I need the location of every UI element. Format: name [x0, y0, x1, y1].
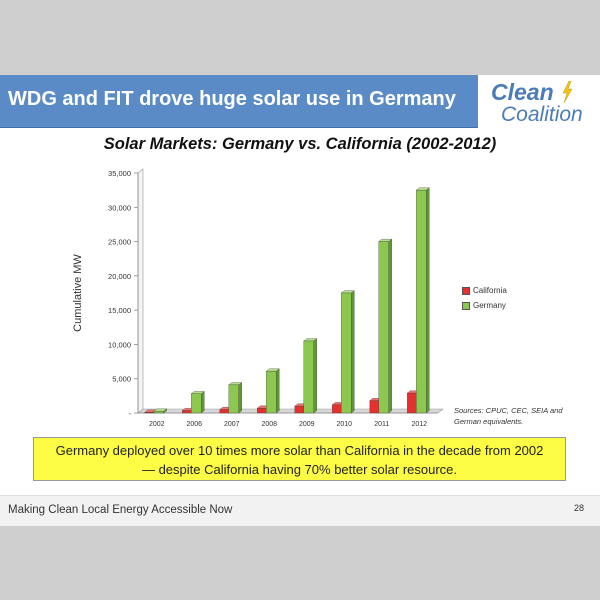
footer: Making Clean Local Energy Accessible Now… [0, 495, 600, 526]
x-tick-label: 2007 [224, 421, 240, 428]
legend-label-california: California [473, 286, 507, 295]
clean-coalition-logo: Clean Coalition [483, 77, 598, 127]
y-tick-label: 25,000 [108, 238, 131, 247]
x-tick-label: 2002 [149, 421, 165, 428]
chart-legend: California Germany [462, 283, 507, 313]
bar-germany-2009 [303, 338, 318, 414]
sources-note: Sources: CPUC, CEC, SEIA and German equi… [454, 405, 579, 427]
title-bar: WDG and FIT drove huge solar use in Germ… [0, 75, 478, 128]
chart-side-wall [137, 168, 144, 414]
y-tick-label: 30,000 [108, 203, 131, 212]
footer-tagline: Making Clean Local Energy Accessible Now [8, 504, 233, 516]
slide-title: WDG and FIT drove huge solar use in Germ… [8, 88, 456, 110]
x-tick-label: 2010 [336, 421, 352, 428]
bar-germany-2002 [153, 408, 168, 414]
x-tick-label: 2006 [186, 421, 202, 428]
callout-box: Germany deployed over 10 times more sola… [33, 437, 566, 481]
bar-germany-2011 [378, 238, 393, 414]
slide: WDG and FIT drove huge solar use in Germ… [0, 75, 600, 526]
logo-text-coalition: Coalition [501, 103, 583, 126]
bar-germany-2012 [415, 187, 430, 414]
legend-label-germany: Germany [473, 301, 506, 310]
x-tick-label: 2012 [411, 421, 427, 428]
legend-item-germany: Germany [462, 298, 507, 313]
y-tick-label: 20,000 [108, 272, 131, 281]
x-tick-label: 2009 [299, 421, 315, 428]
bar-germany-2010 [340, 290, 355, 414]
chart-title: Solar Markets: Germany vs. California (2… [103, 135, 497, 153]
sources-line-2: German equivalents. [454, 417, 524, 426]
x-tick-label: 2008 [261, 421, 277, 428]
y-tick-label: 35,000 [108, 169, 131, 178]
y-tick-label: 5,000 [112, 375, 131, 384]
sources-line-1: Sources: CPUC, CEC, SEIA and [454, 406, 563, 415]
x-tick-label: 2011 [374, 421, 389, 428]
lightning-bolt-icon [562, 81, 573, 103]
callout-line-1: Germany deployed over 10 times more sola… [55, 443, 544, 458]
page-number: 28 [573, 503, 584, 513]
logo-text-clean: Clean [491, 79, 554, 105]
bar-germany-2008 [265, 368, 280, 414]
y-tick-label: 15,000 [108, 306, 131, 315]
y-tick-label: - [129, 409, 132, 418]
y-tick-label: 10,000 [108, 340, 131, 349]
legend-swatch-california [462, 286, 470, 295]
legend-swatch-germany [462, 301, 470, 310]
bar-germany-2006 [190, 391, 205, 414]
callout-line-2: — despite California having 70% better s… [141, 462, 458, 477]
bar-chart: - 5,000 10,000 15,000 20,000 25,000 30,000 35,0… [72, 168, 444, 428]
legend-item-california: California [462, 283, 507, 298]
bar-germany-2007 [228, 382, 243, 414]
y-axis-label: Cumulative MW [72, 254, 84, 332]
